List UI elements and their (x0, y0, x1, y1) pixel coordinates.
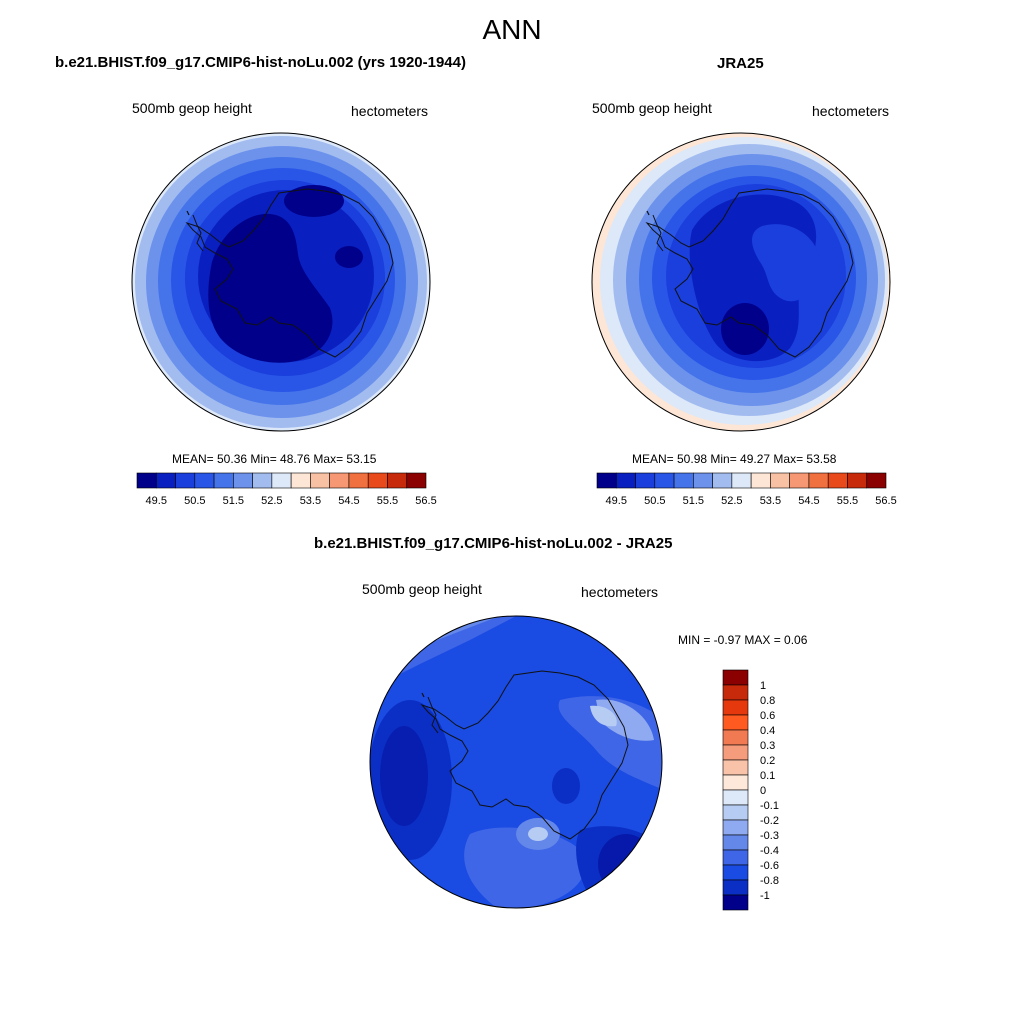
panel-2-colorbar-tick-label: 53.5 (760, 495, 781, 507)
panel-3-colorbar-swatch (722, 699, 749, 716)
panel-1-colorbar-swatch (406, 472, 427, 489)
panel-1-stats: MEAN= 50.36 Min= 48.76 Max= 53.15 (172, 452, 377, 466)
panel-3-stats: MIN = -0.97 MAX = 0.06 (678, 633, 808, 647)
panel-3-variable-label: 500mb geop height (362, 581, 482, 597)
panel-3-units-label: hectometers (581, 584, 659, 600)
panel-1-colorbar-swatch (194, 472, 215, 489)
panel-2-colorbar-swatch (615, 472, 636, 489)
panel-1-variable-label: 500mb geop height (132, 100, 252, 116)
panel-3-colorbar-tick-label: -1 (760, 890, 770, 902)
panel-2-map (591, 132, 891, 432)
panel-1-colorbar-tick-label: 56.5 (415, 495, 436, 507)
panel-2-colorbar-swatch (789, 472, 810, 489)
panel-2-colorbar-swatch (847, 472, 868, 489)
panel-2-title: JRA25 (717, 55, 764, 72)
panel-1-colorbar-tick-label: 49.5 (146, 495, 167, 507)
panel-3-colorbar: 1 0.8 0.6 0.4 0.3 0.2 0.1 0 -0.1 -0.2 -0.3 -0.4 -0.6… (722, 669, 779, 911)
panel-1-colorbar-swatch (213, 472, 234, 489)
panel-2-colorbar-swatch (808, 472, 829, 489)
panel-1-colorbar-swatch (348, 472, 369, 489)
panel-1-colorbar-tick-label: 54.5 (338, 495, 359, 507)
panel-2-colorbar-tick-label: 50.5 (644, 495, 665, 507)
panel-3-colorbar-tick-label: -0.8 (760, 875, 779, 887)
panel-2-colorbar-swatch (731, 472, 752, 489)
panel-3-colorbar-tick-label: 0.3 (760, 740, 775, 752)
panel-2-colorbar-swatch (596, 472, 617, 489)
panel-3-colorbar-tick-label: 0.2 (760, 755, 775, 767)
panel-1-colorbar-swatch (387, 472, 408, 489)
panel-1-colorbar-tick-label: 55.5 (377, 495, 398, 507)
panel-1-colorbar-tick-label: 50.5 (184, 495, 205, 507)
panel-3-colorbar-tick-label: -0.2 (760, 815, 779, 827)
panel-2-variable-label: 500mb geop height (592, 100, 712, 116)
panel-1-colorbar-swatch (175, 472, 196, 489)
panel-3-colorbar-tick-label: 0.1 (760, 770, 775, 782)
panel-1-colorbar-swatch (271, 472, 292, 489)
panel-3-map (369, 615, 663, 909)
panel-3-colorbar-swatch (722, 879, 749, 896)
panel-3-colorbar-swatch (722, 789, 749, 806)
panel-1-colorbar-swatch (136, 472, 157, 489)
panel-3-colorbar-swatch (722, 894, 749, 911)
panel-2-colorbar-swatch (750, 472, 771, 489)
panel-1-title: b.e21.BHIST.f09_g17.CMIP6-hist-noLu.002 … (55, 54, 466, 71)
panel-3-colorbar-tick-label: 0 (760, 785, 766, 797)
panel-3-colorbar-swatch (722, 834, 749, 851)
panel-1-colorbar-swatch (329, 472, 350, 489)
panel-1-colorbar: 49.5 50.5 51.5 52.5 53.5 54.5 55.5 56.5 (136, 472, 437, 507)
panel-1-colorbar-swatch (155, 472, 176, 489)
panel-1-units-label: hectometers (351, 103, 429, 119)
panel-1-colorbar-swatch (367, 472, 388, 489)
panel-1-colorbar-tick-label: 53.5 (300, 495, 321, 507)
panel-3-colorbar-tick-label: -0.4 (760, 845, 779, 857)
panel-3-colorbar-swatch (722, 729, 749, 746)
panel-2-colorbar-tick-label: 49.5 (606, 495, 627, 507)
panel-3-colorbar-swatch (722, 759, 749, 776)
panel-2-colorbar-tick-label: 56.5 (875, 495, 896, 507)
panel-2-colorbar-tick-label: 55.5 (837, 495, 858, 507)
panel-3-colorbar-swatch (722, 684, 749, 701)
panel-2-colorbar-swatch (712, 472, 733, 489)
panel-3-colorbar-swatch (722, 864, 749, 881)
panel-2-colorbar-swatch (693, 472, 713, 489)
panel-1-colorbar-tick-label: 51.5 (223, 495, 244, 507)
panel-2-stats: MEAN= 50.98 Min= 49.27 Max= 53.58 (632, 452, 837, 466)
panel-3-colorbar-swatch (722, 714, 749, 731)
panel-2-colorbar-tick-label: 54.5 (798, 495, 819, 507)
panel-1-map (131, 132, 431, 432)
panel-3-colorbar-tick-label: -0.1 (760, 800, 779, 812)
panel-1-colorbar-swatch (252, 472, 273, 489)
panel-1-colorbar-swatch (290, 472, 311, 489)
panel-2-units-label: hectometers (812, 103, 890, 119)
panel-2-colorbar-swatch (673, 472, 694, 489)
panel-3-colorbar-tick-label: -0.6 (760, 860, 779, 872)
panel-3-colorbar-tick-label: 0.4 (760, 725, 775, 737)
panel-1-colorbar-swatch (233, 472, 253, 489)
panel-2-colorbar-tick-label: 51.5 (683, 495, 704, 507)
panel-1-colorbar-swatch (310, 472, 330, 489)
panel-2-colorbar-tick-label: 52.5 (721, 495, 742, 507)
panel-3-colorbar-tick-label: 0.8 (760, 695, 775, 707)
panel-3-title: b.e21.BHIST.f09_g17.CMIP6-hist-noLu.002 … (314, 535, 673, 552)
figure-title: ANN (482, 14, 542, 45)
panel-2-colorbar-swatch (635, 472, 656, 489)
panel-3-colorbar-swatch (722, 774, 749, 791)
panel-2-colorbar-swatch (770, 472, 790, 489)
panel-3-colorbar-swatch (722, 819, 749, 836)
panel-1-colorbar-tick-label: 52.5 (261, 495, 282, 507)
panel-3-colorbar-tick-label: -0.3 (760, 830, 779, 842)
panel-3-colorbar-swatch (722, 669, 749, 686)
panel-2-colorbar-swatch (866, 472, 887, 489)
panel-3-colorbar-swatch (722, 849, 749, 866)
panel-2-colorbar: 49.5 50.5 51.5 52.5 53.5 54.5 55.5 56.5 (596, 472, 897, 507)
panel-2-colorbar-swatch (654, 472, 675, 489)
panel-3-colorbar-tick-label: 1 (760, 680, 766, 692)
panel-2-colorbar-swatch (827, 472, 848, 489)
panel-3-colorbar-swatch (722, 744, 749, 761)
panel-3-colorbar-swatch (722, 804, 749, 821)
panel-3-colorbar-tick-label: 0.6 (760, 710, 775, 722)
